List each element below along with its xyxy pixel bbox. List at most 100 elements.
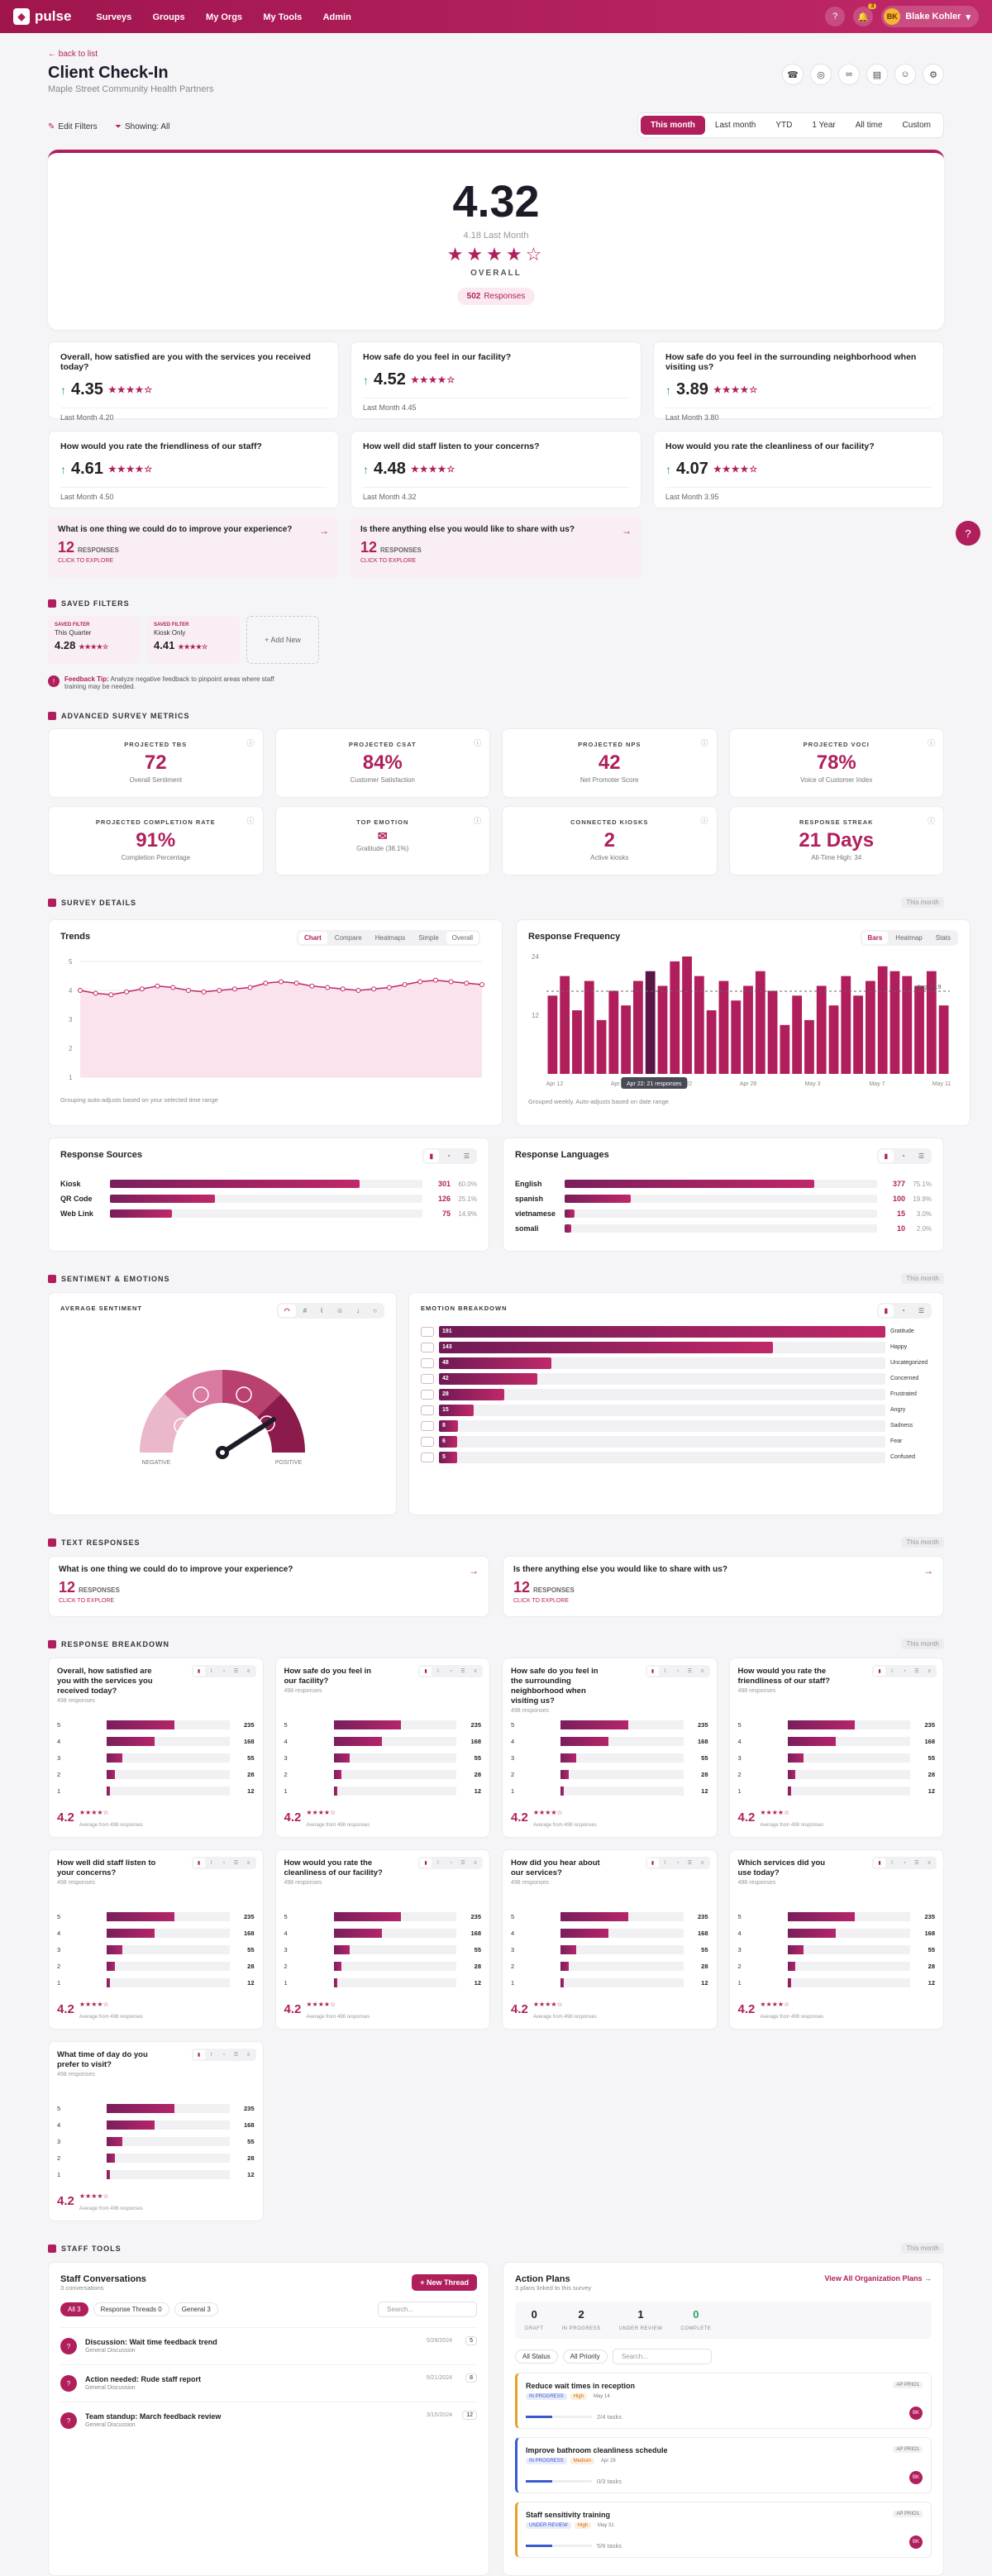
globe-icon[interactable]: ◎: [810, 64, 832, 85]
table-view-icon[interactable]: ☰: [233, 1669, 239, 1674]
pie-view-icon[interactable]: ◔: [222, 2052, 226, 2058]
tab-heatmaps[interactable]: Heatmaps: [374, 934, 406, 942]
chip-general[interactable]: General 3: [174, 2302, 218, 2316]
trend-icon[interactable]: ⌇: [436, 1861, 440, 1866]
pie-view-icon[interactable]: ◔: [900, 1307, 905, 1314]
status-select[interactable]: All Status: [515, 2349, 558, 2364]
list-icon[interactable]: ≡: [928, 1668, 931, 1674]
list-icon[interactable]: ≡: [474, 1668, 477, 1674]
trend-icon[interactable]: ⌇: [890, 1861, 894, 1866]
saved-filter-card[interactable]: SAVED FILTER Kiosk Only 4.41 ★★★★☆: [147, 616, 240, 664]
action-plan-card[interactable]: Improve bathroom cleanliness schedule IN …: [515, 2437, 932, 2493]
conversation-item[interactable]: ? Action needed: Rude staff report General…: [60, 2364, 477, 2402]
bar-view-icon[interactable]: ▮: [878, 1150, 894, 1162]
text-question-card[interactable]: Is there anything else you would like to…: [351, 517, 641, 578]
tab-chart[interactable]: Chart: [298, 932, 327, 944]
trend-icon[interactable]: ⌇: [664, 1669, 666, 1674]
pie-view-icon[interactable]: ◔: [903, 1668, 906, 1674]
link-icon[interactable]: ∞: [838, 64, 860, 85]
pie-view-icon[interactable]: ◔: [222, 1860, 226, 1866]
period-last-month[interactable]: Last month: [714, 121, 756, 130]
info-icon[interactable]: ⓘ: [927, 739, 935, 747]
bar-view-icon[interactable]: ▮: [423, 1150, 439, 1162]
table-view-icon[interactable]: ☰: [687, 1669, 693, 1674]
question-score-card[interactable]: How safe do you feel in the surrounding …: [653, 341, 944, 422]
add-filter-button[interactable]: + Add New: [246, 616, 319, 664]
info-icon[interactable]: ⓘ: [473, 739, 481, 747]
table-view-icon[interactable]: ☰: [233, 1861, 239, 1866]
question-score-card[interactable]: How would you rate the friendliness of o…: [48, 431, 339, 508]
tab-bars[interactable]: Bars: [861, 932, 889, 944]
search-conversations-input[interactable]: Search...: [378, 2302, 477, 2317]
table-view-icon[interactable]: ☰: [687, 1861, 693, 1866]
info-icon[interactable]: ⓘ: [473, 817, 481, 825]
table-view-icon[interactable]: ☰: [460, 1669, 465, 1674]
pie-view-icon[interactable]: ◔: [449, 1668, 452, 1674]
trend-icon[interactable]: ⌇: [890, 1669, 894, 1674]
nav-my-tools[interactable]: My Tools: [263, 12, 303, 22]
download-icon[interactable]: ↓: [356, 1307, 360, 1314]
list-icon[interactable]: ≡: [928, 1860, 931, 1866]
bar-view-icon[interactable]: ▮: [193, 1667, 205, 1676]
floating-help-icon[interactable]: ?: [956, 521, 980, 546]
table-view-icon[interactable]: ☰: [463, 1152, 470, 1160]
chip-response-threads[interactable]: Response Threads 0: [93, 2302, 169, 2316]
action-plan-card[interactable]: Staff sensitivity training UNDER REVIEW Hi…: [515, 2502, 932, 2558]
bell-icon[interactable]: 🔔 3: [853, 3, 877, 26]
metric-select[interactable]: Overall: [446, 932, 479, 944]
pie-view-icon[interactable]: ◔: [675, 1668, 680, 1674]
document-icon[interactable]: ▤: [866, 64, 888, 85]
phone-icon[interactable]: ☎: [782, 64, 804, 85]
saved-filter-card[interactable]: SAVED FILTER This Quarter 4.28 ★★★★☆: [48, 616, 141, 664]
list-icon[interactable]: ≡: [246, 1668, 250, 1674]
search-plans-input[interactable]: Search...: [612, 2349, 712, 2364]
period-ytd[interactable]: YTD: [775, 121, 793, 130]
bar-view-icon[interactable]: ▮: [878, 1305, 894, 1317]
question-score-card[interactable]: How well did staff listen to your concer…: [351, 431, 641, 508]
table-view-icon[interactable]: ☰: [460, 1861, 465, 1866]
trend-icon[interactable]: ⌇: [436, 1669, 440, 1674]
action-plan-card[interactable]: Reduce wait times in reception IN PROGRES…: [515, 2373, 932, 2429]
period-1-year[interactable]: 1 Year: [812, 121, 836, 130]
user-menu[interactable]: BK Blake Kohler ▾: [881, 6, 979, 27]
circle-icon[interactable]: ○: [373, 1307, 377, 1314]
trend-icon[interactable]: ⌇: [664, 1861, 666, 1866]
bar-view-icon[interactable]: ▮: [874, 1858, 885, 1868]
pie-view-icon[interactable]: ◔: [449, 1860, 452, 1866]
period-this-month[interactable]: This month: [641, 116, 705, 135]
pie-view-icon[interactable]: ◔: [446, 1152, 451, 1160]
new-thread-button[interactable]: + New Thread: [412, 2274, 477, 2291]
table-view-icon[interactable]: ☰: [914, 1861, 919, 1866]
table-view-icon[interactable]: ☰: [233, 2053, 239, 2058]
conversation-item[interactable]: ? Discussion: Wait time feedback trend Gen…: [60, 2327, 477, 2364]
period-custom[interactable]: Custom: [902, 121, 931, 130]
bar-view-icon[interactable]: ▮: [420, 1858, 432, 1868]
users-icon[interactable]: ☺: [894, 64, 916, 85]
bar-view-icon[interactable]: ▮: [646, 1858, 659, 1868]
info-icon[interactable]: ⓘ: [246, 817, 255, 825]
chip-all[interactable]: All 3: [60, 2302, 88, 2316]
list-icon[interactable]: ≡: [246, 1860, 250, 1866]
bar-view-icon[interactable]: ▮: [193, 2050, 205, 2059]
edit-filters-button[interactable]: ✎ Edit Filters: [48, 122, 98, 131]
back-link[interactable]: ← back to list: [48, 50, 98, 59]
list-icon[interactable]: ≡: [700, 1860, 704, 1866]
bar-view-icon[interactable]: ▮: [420, 1667, 432, 1676]
question-score-card[interactable]: How safe do you feel in our facility? ↑ 4.…: [351, 341, 641, 419]
text-response-card[interactable]: Is there anything else you would like to…: [503, 1556, 944, 1617]
pie-view-icon[interactable]: ◔: [222, 1668, 226, 1674]
text-question-card[interactable]: What is one thing we could do to improve…: [48, 517, 339, 578]
list-icon[interactable]: ≡: [474, 1860, 477, 1866]
tab-simple[interactable]: Simple: [418, 934, 439, 942]
question-score-card[interactable]: Overall, how satisfied are you with the …: [48, 341, 339, 422]
hash-icon[interactable]: #: [303, 1307, 308, 1314]
list-icon[interactable]: ≡: [246, 2052, 250, 2058]
table-view-icon[interactable]: ☰: [914, 1669, 919, 1674]
priority-select[interactable]: All Priority: [562, 2349, 608, 2364]
nav-groups[interactable]: Groups: [152, 12, 185, 22]
text-response-card[interactable]: What is one thing we could do to improve…: [48, 1556, 489, 1617]
nav-surveys[interactable]: Surveys: [96, 12, 132, 22]
info-icon[interactable]: ⓘ: [700, 817, 708, 825]
help-icon[interactable]: ?: [825, 7, 846, 26]
trend-icon[interactable]: ⌇: [320, 1307, 323, 1314]
